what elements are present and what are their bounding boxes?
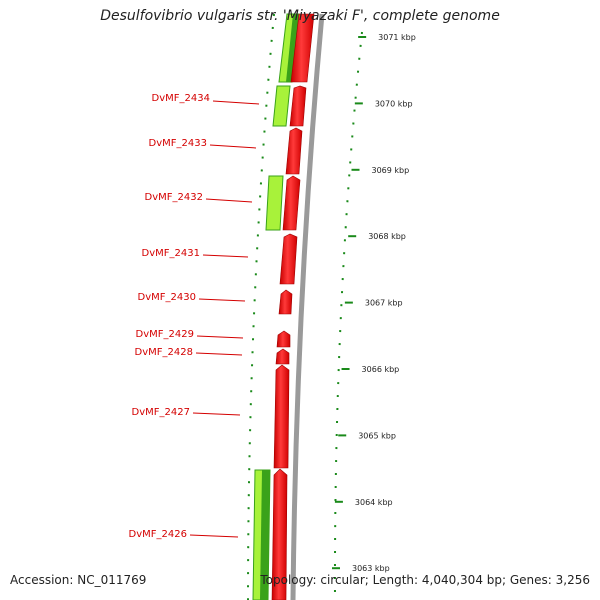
gene-label-dvmf-2433: DvMF_2433	[149, 138, 207, 149]
ruler-kbp-label: 3063 kbp	[352, 564, 390, 573]
gene-arrow-2430	[278, 289, 293, 315]
leader-line	[195, 352, 243, 356]
label-leader-lines	[189, 100, 260, 538]
forward-segment-top-dark	[286, 14, 299, 82]
ruler-kbp-label: 3069 kbp	[372, 166, 410, 175]
leader-line	[196, 335, 244, 339]
gene-arrow-top	[290, 13, 315, 83]
gene-arrow-2427	[273, 364, 290, 469]
forward-segment-2432	[265, 175, 284, 231]
gene-arrow-2428	[275, 348, 290, 365]
gene-arrow-2432	[282, 175, 301, 231]
kbp-ruler: 3071 kbp 3070 kbp 3069 kbp 3068 kbp 3067 kbp…	[332, 33, 416, 573]
gene-arrow-2434	[289, 85, 307, 127]
topology-summary: Topology: circular; Length: 4,040,304 bp…	[260, 573, 590, 587]
forward-segment-2434	[272, 85, 291, 127]
leader-line	[202, 254, 249, 258]
genome-title: Desulfovibrio vulgaris str. 'Miyazaki F'…	[100, 8, 500, 24]
forward-strand-segments	[252, 13, 300, 600]
ruler-kbp-label: 3065 kbp	[358, 431, 396, 440]
ruler-dotted-track	[333, 31, 363, 600]
ruler-kbp-label: 3066 kbp	[362, 365, 400, 374]
gene-arrow-2429	[276, 330, 291, 348]
gene-label-dvmf-2428: DvMF_2428	[135, 347, 193, 358]
leader-line	[189, 534, 239, 538]
gene-label-dvmf-2430: DvMF_2430	[138, 292, 196, 303]
ruler-kbp-label: 3068 kbp	[368, 232, 406, 241]
gene-label-dvmf-2427: DvMF_2427	[132, 407, 190, 418]
gene-label-dvmf-2431: DvMF_2431	[142, 248, 200, 259]
gene-arrow-2431	[279, 233, 298, 285]
ruler-kbp-label: 3064 kbp	[355, 498, 393, 507]
gene-label-dvmf-2434: DvMF_2434	[152, 93, 210, 104]
leader-line	[209, 144, 257, 149]
ruler-kbp-label: 3067 kbp	[365, 299, 403, 308]
ruler-kbp-label: 3070 kbp	[375, 99, 413, 108]
gene-arrow-2426	[271, 468, 288, 600]
leader-line	[212, 100, 260, 105]
leader-line	[192, 412, 241, 416]
gene-label-dvmf-2426: DvMF_2426	[129, 529, 187, 540]
gene-label-dvmf-2429: DvMF_2429	[136, 329, 194, 340]
accession-text: Accession: NC_011769	[10, 573, 147, 587]
leader-line	[198, 298, 246, 302]
genome-backbone	[290, 13, 325, 600]
gene-label-dvmf-2432: DvMF_2432	[145, 192, 203, 203]
leader-line	[205, 198, 253, 203]
reverse-strand-genes	[271, 13, 315, 600]
gene-labels: DvMF_2434 DvMF_2433 DvMF_2432 DvMF_2431 …	[129, 93, 210, 540]
forward-segment-2426-dark	[260, 470, 270, 600]
ruler-kbp-label: 3071 kbp	[378, 33, 416, 42]
gene-arrow-2433	[285, 127, 303, 175]
